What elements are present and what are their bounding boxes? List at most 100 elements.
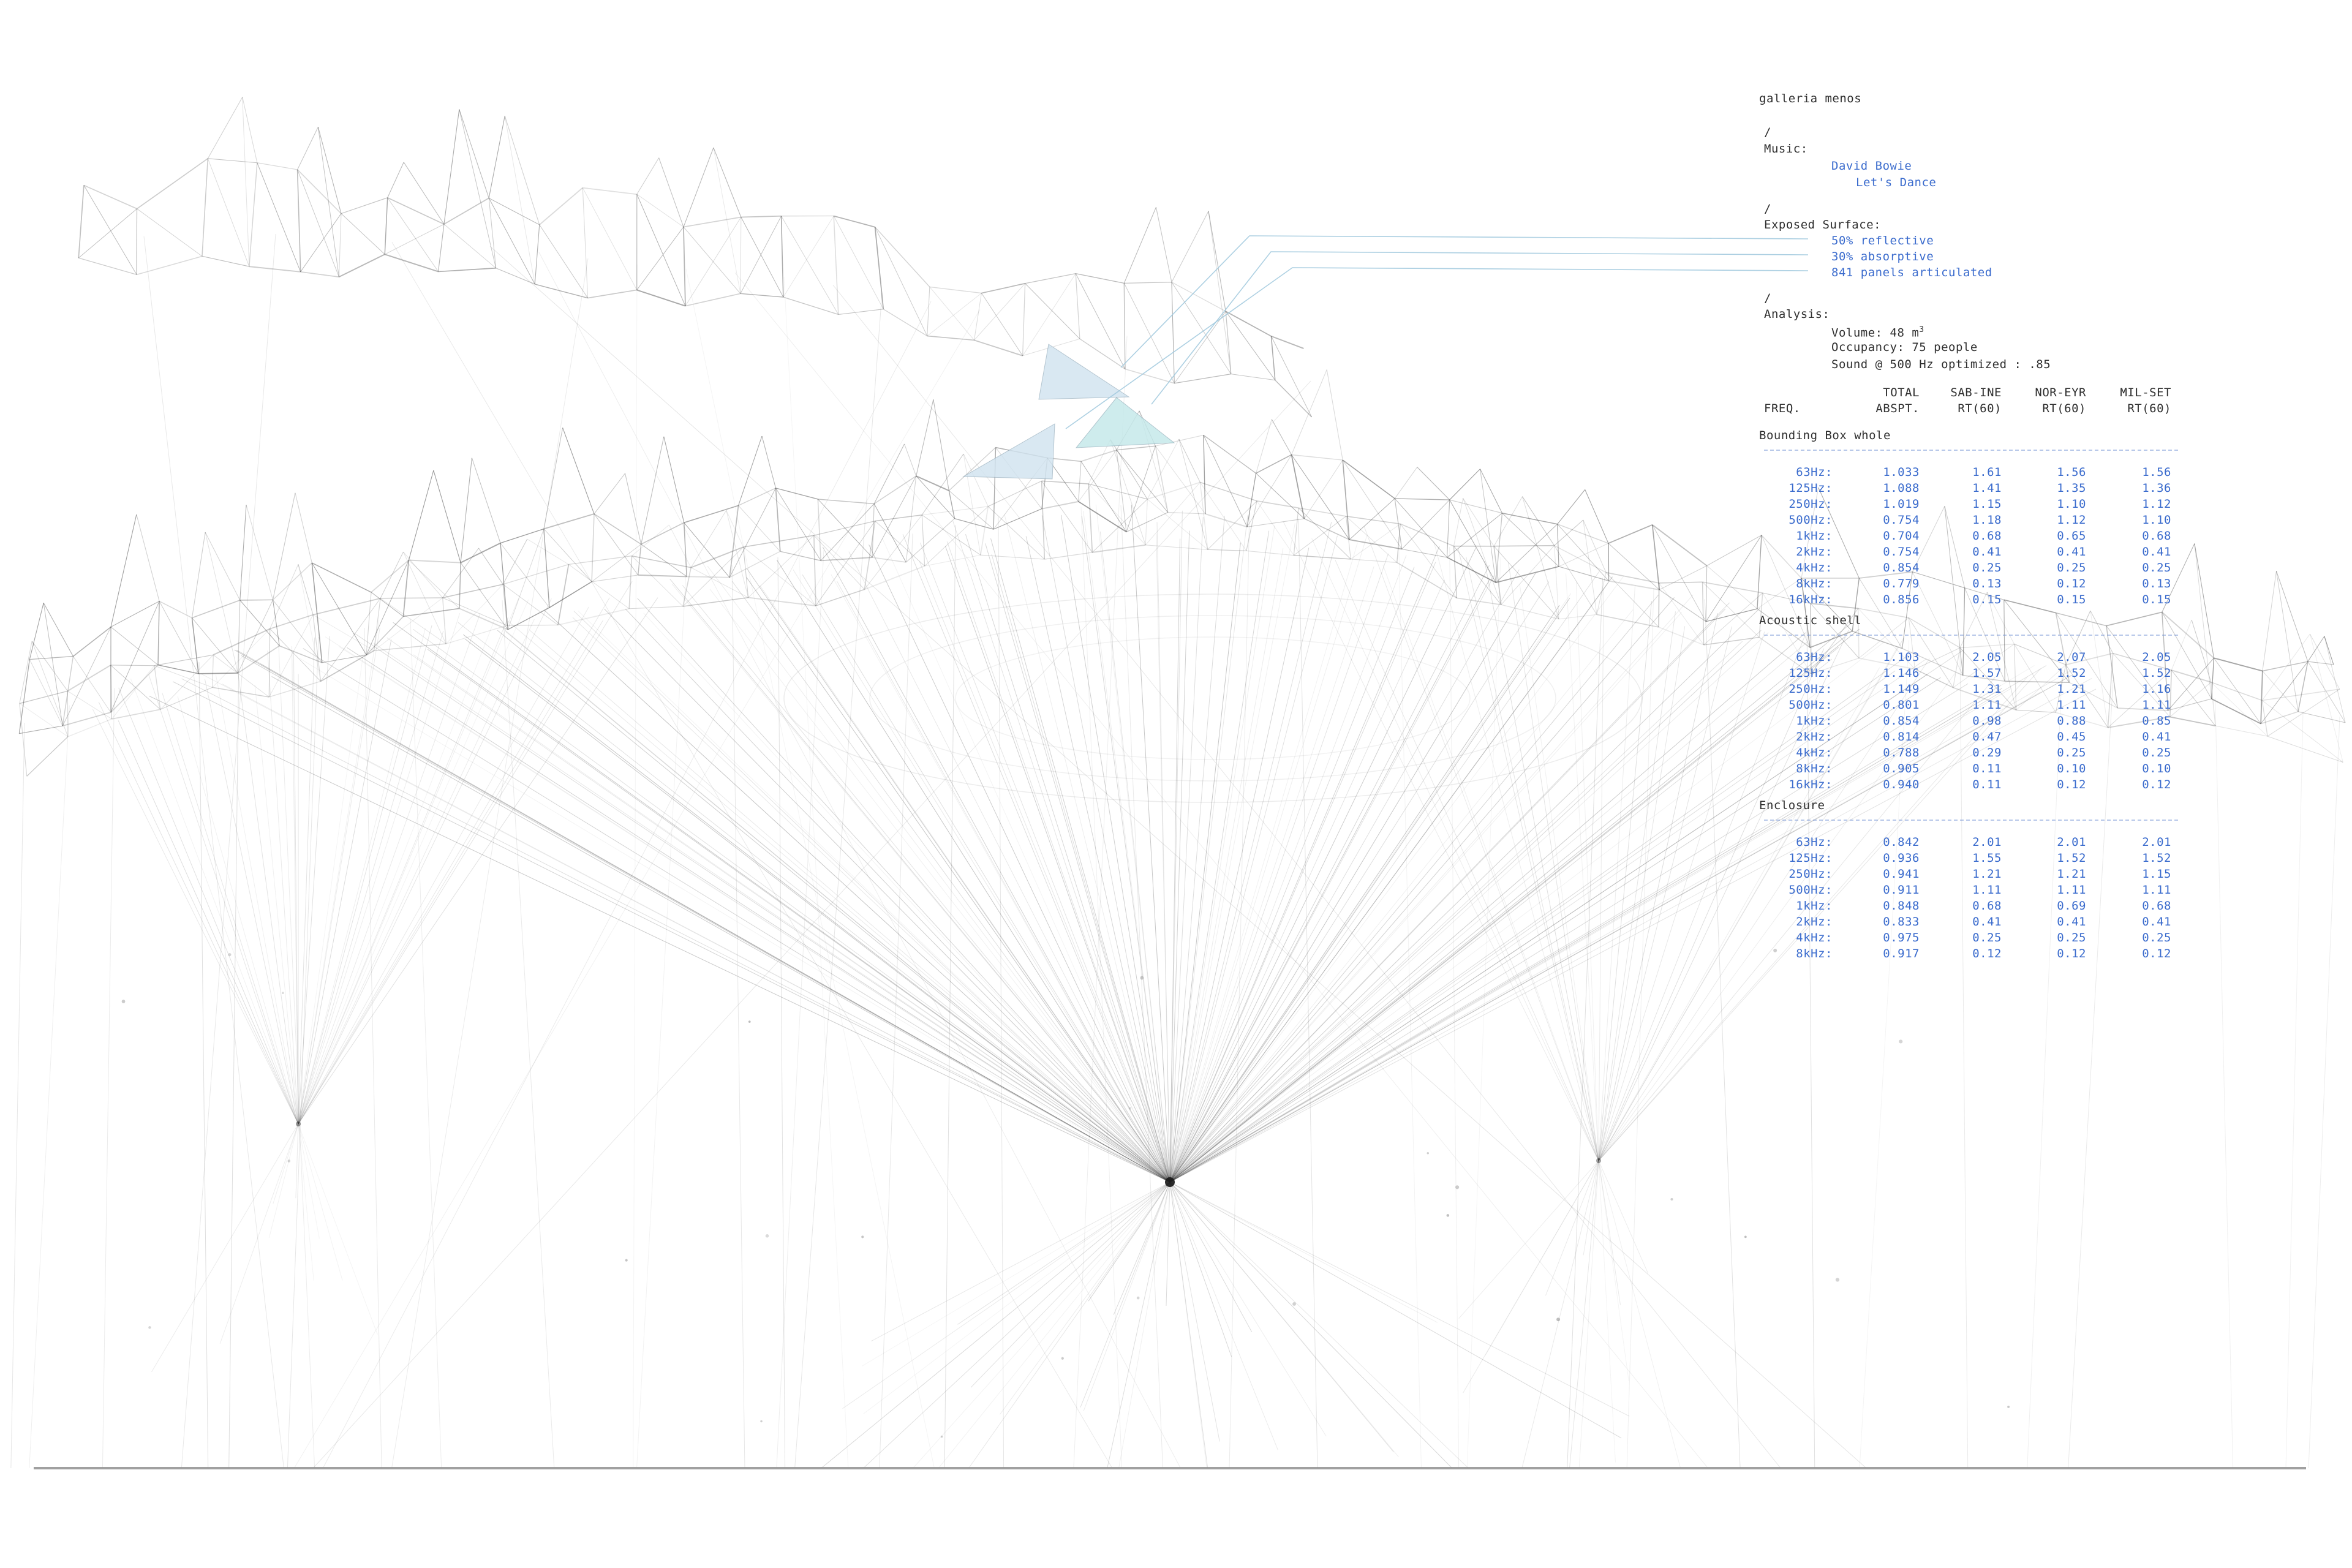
highlighted-panel[interactable] (1075, 397, 1175, 448)
value-cell: 0.68 (1972, 899, 2002, 913)
value-cell: 0.12 (2142, 947, 2171, 960)
freq-cell: 500Hz: (1789, 883, 1833, 897)
exposed-item-panels: 841 panels articulated (1831, 266, 1992, 279)
value-cell: 0.41 (2057, 545, 2086, 559)
value-cell: 0.12 (1972, 947, 2002, 960)
value-cell: 1.18 (1972, 513, 2002, 527)
value-cell: 0.25 (2057, 561, 2086, 575)
section-label: Enclosure (1759, 799, 1825, 812)
section-label: Acoustic shell (1759, 614, 1862, 627)
freq-cell: 500Hz: (1789, 698, 1833, 712)
value-cell: 1.56 (2142, 466, 2171, 479)
value-cell: 1.35 (2057, 481, 2086, 495)
value-cell: RT(60) (2127, 402, 2171, 415)
volume-superscript: 3 (1919, 325, 1924, 334)
value-cell: TOTAL (1883, 386, 1920, 399)
value-cell: 0.940 (1883, 778, 1920, 791)
value-cell: 1.11 (2142, 883, 2171, 897)
value-cell: 0.25 (1972, 561, 2002, 575)
value-cell: NOR-EYR (2035, 386, 2086, 399)
freq-cell: 8kHz: (1796, 762, 1833, 775)
music-label: Music: (1764, 142, 1808, 156)
rt60-row: 2kHz: 0.754 0.41 0.41 0.41 (1759, 545, 2188, 560)
value-cell: 0.13 (1972, 577, 2002, 590)
analysis-volume: Volume: 48 m3 (1831, 325, 1924, 340)
value-cell: 0.45 (2057, 730, 2086, 744)
rt60-row: 500Hz: 0.801 1.11 1.11 1.11 (1759, 698, 2188, 713)
rt60-row: 1kHz: 0.848 0.68 0.69 0.68 (1759, 899, 2188, 914)
dashed-separator (1764, 635, 2178, 636)
rt60-row: 16kHz: 0.940 0.11 0.12 0.12 (1759, 778, 2188, 793)
value-cell: 1.088 (1883, 481, 1920, 495)
rt60-row: 125Hz: 1.146 1.57 1.52 1.52 (1759, 666, 2188, 681)
rt60-row: 1kHz: 0.854 0.98 0.88 0.85 (1759, 714, 2188, 729)
value-cell: 0.25 (2142, 746, 2171, 760)
value-cell: 0.65 (2057, 529, 2086, 543)
freq-cell: 16kHz: (1789, 593, 1833, 606)
value-cell: 0.911 (1883, 883, 1920, 897)
value-cell: 1.10 (2142, 513, 2171, 527)
value-cell: 0.68 (2142, 529, 2171, 543)
divider-2: / (1764, 202, 1771, 216)
value-cell: 0.41 (2142, 545, 2171, 559)
value-cell: 1.16 (2142, 682, 2171, 696)
value-cell: 1.55 (1972, 851, 2002, 865)
value-cell: 0.842 (1883, 835, 1920, 849)
value-cell: ABSPT. (1875, 402, 1920, 415)
highlighted-panel[interactable] (1038, 344, 1130, 400)
rt60-row: 4kHz: 0.975 0.25 0.25 0.25 (1759, 931, 2188, 946)
value-cell: 0.69 (2057, 899, 2086, 913)
annotation-panel: galleria menos / Music: David Bowie Let'… (1759, 0, 2225, 1041)
value-cell: 0.814 (1883, 730, 1920, 744)
value-cell: 1.57 (1972, 666, 2002, 680)
value-cell: 1.41 (1972, 481, 2002, 495)
value-cell: 0.754 (1883, 545, 1920, 559)
value-cell: 0.25 (2057, 746, 2086, 760)
value-cell: 0.12 (2057, 778, 2086, 791)
table-header-row-2: FREQ. ABSPT. RT(60) RT(60) RT(60) (1759, 402, 2188, 417)
value-cell: 1.21 (2057, 867, 2086, 881)
freq-cell: 4kHz: (1796, 746, 1833, 760)
exposed-item-absorptive: 30% absorptive (1831, 250, 1934, 263)
value-cell: 0.12 (2142, 778, 2171, 791)
value-cell: 0.779 (1883, 577, 1920, 590)
freq-cell: 2kHz: (1796, 545, 1833, 559)
value-cell: 1.52 (2057, 851, 2086, 865)
highlighted-panel[interactable] (962, 423, 1055, 480)
value-cell: 1.11 (1972, 883, 2002, 897)
analysis-sound: Sound @ 500 Hz optimized : .85 (1831, 358, 2051, 371)
value-cell: 0.41 (2142, 730, 2171, 744)
value-cell: 0.47 (1972, 730, 2002, 744)
value-cell: 1.12 (2142, 497, 2171, 511)
exposed-item-reflective: 50% reflective (1831, 234, 1934, 247)
value-cell: 1.033 (1883, 466, 1920, 479)
exposed-surface-label: Exposed Surface: (1764, 218, 1882, 232)
divider-3: / (1764, 292, 1771, 305)
rt60-row: 500Hz: 0.754 1.18 1.12 1.10 (1759, 513, 2188, 528)
rt60-row: 63Hz: 1.033 1.61 1.56 1.56 (1759, 466, 2188, 480)
rt60-row: 250Hz: 0.941 1.21 1.21 1.15 (1759, 867, 2188, 882)
freq-cell: FREQ. (1764, 402, 1801, 415)
value-cell: 0.788 (1883, 746, 1920, 760)
value-cell: 0.13 (2142, 577, 2171, 590)
value-cell: 1.12 (2057, 513, 2086, 527)
value-cell: 0.936 (1883, 851, 1920, 865)
freq-cell: 8kHz: (1796, 577, 1833, 590)
value-cell: 0.15 (2057, 593, 2086, 606)
value-cell: 0.905 (1883, 762, 1920, 775)
value-cell: 1.21 (1972, 867, 2002, 881)
value-cell: 0.854 (1883, 714, 1920, 728)
dashed-separator (1764, 820, 2178, 821)
value-cell: 0.12 (2057, 577, 2086, 590)
value-cell: 0.68 (1972, 529, 2002, 543)
value-cell: 0.917 (1883, 947, 1920, 960)
value-cell: 0.941 (1883, 867, 1920, 881)
rt60-row: 125Hz: 1.088 1.41 1.35 1.36 (1759, 481, 2188, 496)
value-cell: 1.019 (1883, 497, 1920, 511)
value-cell: 1.11 (2057, 883, 2086, 897)
value-cell: 1.11 (2057, 698, 2086, 712)
value-cell: 1.56 (2057, 466, 2086, 479)
analysis-label: Analysis: (1764, 307, 1830, 321)
section-label: Bounding Box whole (1759, 429, 1891, 442)
value-cell: 1.52 (2142, 666, 2171, 680)
